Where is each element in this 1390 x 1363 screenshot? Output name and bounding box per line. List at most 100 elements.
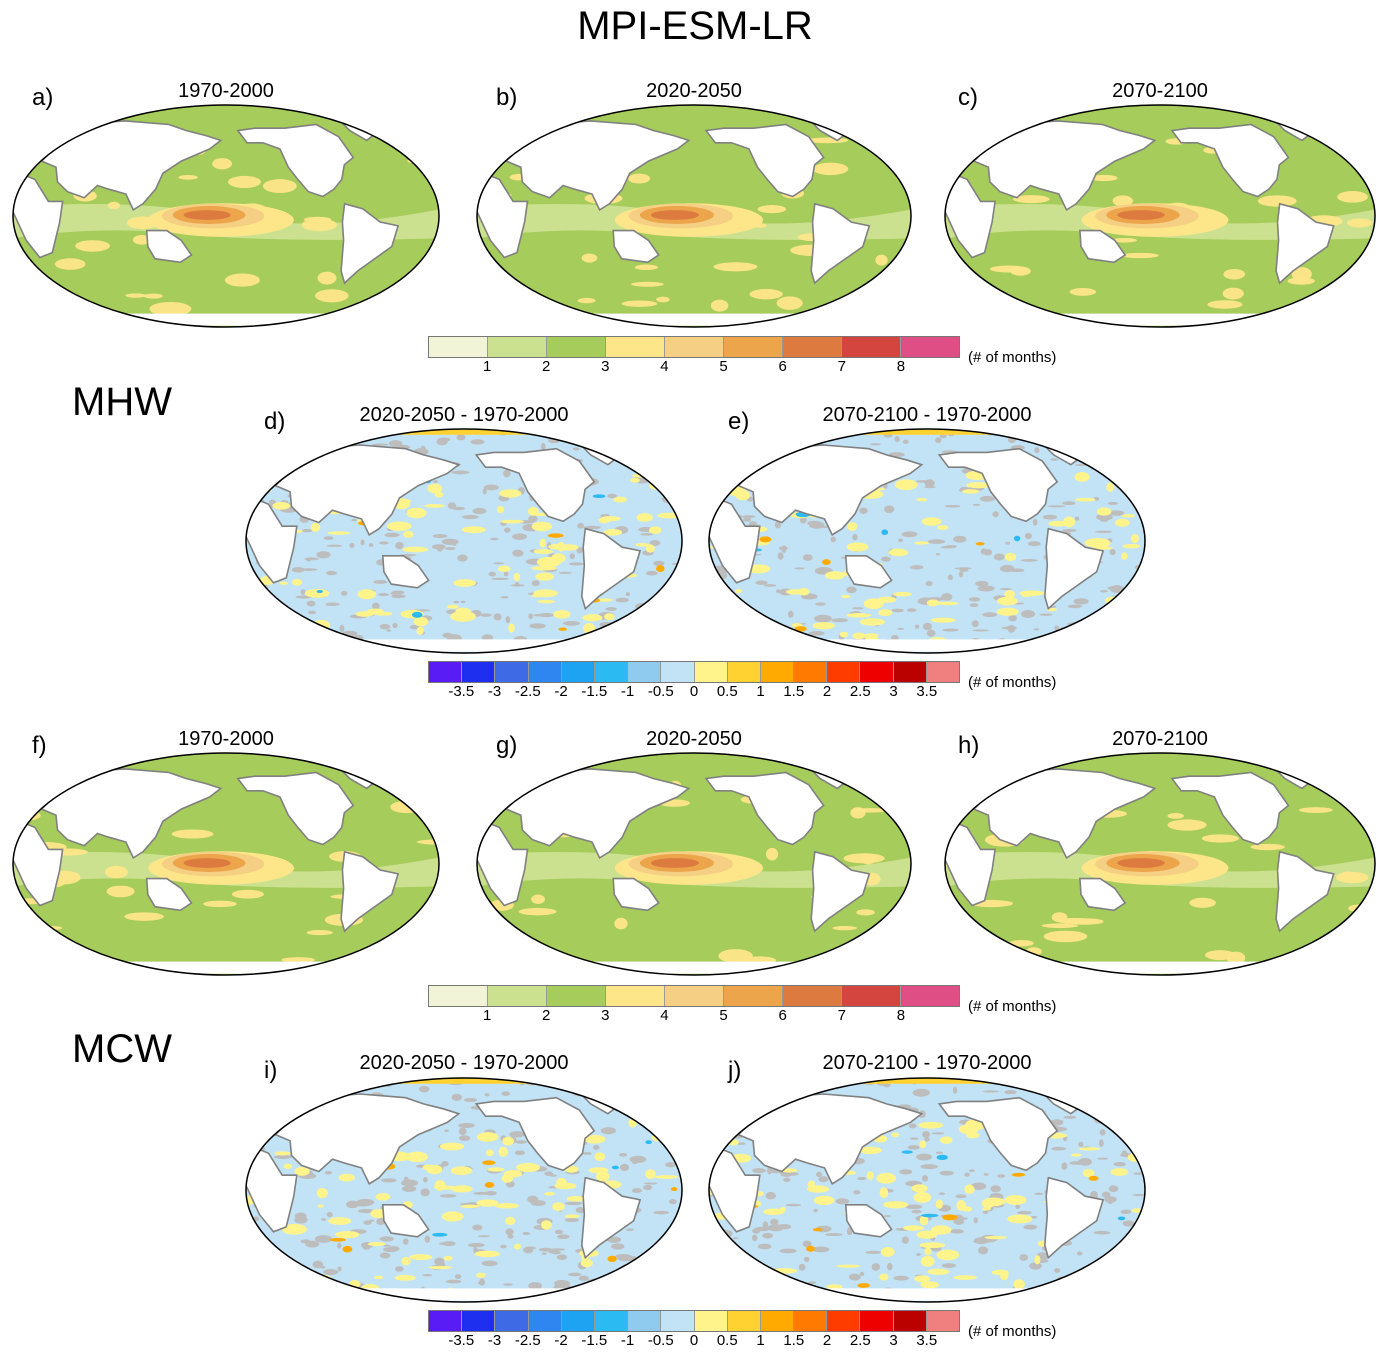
land-africa: [477, 820, 529, 907]
positive-patch: [267, 1266, 294, 1275]
insignificant-stipple: [673, 585, 682, 593]
positive-patch: [879, 1273, 889, 1281]
positive-patch: [533, 549, 554, 554]
insignificant-stipple: [709, 1227, 718, 1235]
insignificant-stipple: [1129, 607, 1135, 610]
patch: [1287, 277, 1315, 285]
insignificant-stipple: [512, 549, 524, 557]
positive-patch: [474, 1250, 500, 1258]
positive-patch: [891, 1132, 899, 1138]
patch: [1189, 897, 1216, 908]
positive-patch: [914, 1275, 931, 1283]
insignificant-stipple: [980, 548, 988, 555]
insignificant-stipple: [1136, 633, 1145, 640]
patch: [171, 829, 214, 839]
positive-patch: [424, 504, 445, 508]
tongue-center: [1117, 858, 1165, 868]
patch: [843, 853, 885, 864]
positive-patch: [1082, 1169, 1095, 1178]
patch: [1167, 813, 1185, 819]
insignificant-stipple: [321, 1218, 327, 1221]
strong-positive-patch: [1088, 1175, 1099, 1181]
insignificant-stipple: [339, 624, 345, 633]
insignificant-stipple: [246, 650, 253, 653]
positive-patch: [527, 506, 539, 516]
land-africa: [13, 820, 64, 907]
positive-patch: [859, 1146, 882, 1155]
positive-patch: [499, 489, 522, 498]
positive-patch: [394, 1274, 416, 1281]
strong-positive-patch: [794, 626, 807, 632]
insignificant-stipple: [846, 586, 857, 594]
patch: [581, 253, 598, 263]
positive-patch: [921, 517, 942, 526]
insignificant-stipple: [403, 1176, 409, 1184]
insignificant-stipple: [710, 1148, 719, 1152]
positive-patch: [312, 1274, 333, 1285]
insignificant-stipple: [775, 589, 781, 593]
positive-patch: [406, 1151, 428, 1163]
insignificant-stipple: [301, 528, 313, 533]
patch: [149, 301, 192, 316]
positive-patch: [304, 589, 330, 598]
insignificant-stipple: [1046, 1082, 1063, 1089]
insignificant-stipple: [762, 1092, 775, 1095]
insignificant-stipple: [280, 1286, 291, 1293]
patch: [989, 265, 1028, 273]
insignificant-stipple: [524, 1299, 539, 1302]
colorbar-swatch: [665, 337, 724, 357]
positive-patch: [1071, 1153, 1082, 1157]
positive-patch: [1100, 617, 1119, 626]
patch: [634, 264, 659, 271]
insignificant-stipple: [1030, 1216, 1038, 1219]
land-aus: [1079, 877, 1127, 912]
insignificant-stipple: [848, 1273, 861, 1281]
insignificant-stipple: [853, 1190, 861, 1195]
positive-patch: [453, 579, 477, 587]
land-namer: [704, 771, 825, 846]
insignificant-stipple: [746, 448, 753, 456]
insignificant-stipple: [346, 646, 354, 653]
positive-patch: [1122, 543, 1141, 549]
insignificant-stipple: [306, 600, 316, 607]
insignificant-stipple: [709, 1236, 727, 1242]
insignificant-stipple: [816, 1171, 823, 1178]
insignificant-stipple: [944, 504, 961, 508]
positive-patch: [852, 632, 866, 640]
colorbar-tick-label: 8: [896, 1007, 906, 1024]
insignificant-stipple: [983, 1299, 1000, 1302]
land-antarc: [996, 313, 1324, 326]
colorbar-tick-label: 0.5: [716, 1332, 738, 1349]
insignificant-stipple: [786, 441, 802, 446]
insignificant-stipple: [1077, 1251, 1083, 1256]
insignificant-stipple: [304, 557, 319, 561]
patch: [1205, 950, 1236, 961]
insignificant-stipple: [473, 1191, 491, 1195]
insignificant-stipple: [809, 521, 825, 529]
positive-patch: [554, 1182, 577, 1190]
strong-positive-patch: [975, 542, 985, 546]
insignificant-stipple: [911, 1209, 922, 1214]
colorbar-swatch: [594, 662, 629, 682]
colorbar-swatch: [561, 662, 595, 682]
insignificant-stipple: [915, 480, 932, 483]
insignificant-stipple: [1143, 1229, 1145, 1235]
colorbar-tick-label: 1: [756, 1332, 765, 1349]
insignificant-stipple: [769, 1094, 776, 1100]
map-panel-i: [245, 1077, 683, 1303]
positive-patch: [316, 1188, 328, 1199]
land-samer: [810, 850, 871, 933]
insignificant-stipple: [1116, 1286, 1135, 1293]
positive-patch: [422, 1164, 433, 1171]
positive-patch: [531, 521, 553, 532]
insignificant-stipple: [1113, 1161, 1126, 1167]
patch: [1112, 237, 1137, 243]
insignificant-stipple: [749, 646, 756, 650]
positive-patch: [709, 491, 724, 496]
land-antarc: [64, 961, 388, 974]
insignificant-stipple: [372, 602, 380, 611]
land-aus: [145, 877, 193, 912]
insignificant-stipple: [1130, 1283, 1145, 1286]
patch: [517, 302, 548, 310]
colorbar-swatch: [893, 662, 927, 682]
